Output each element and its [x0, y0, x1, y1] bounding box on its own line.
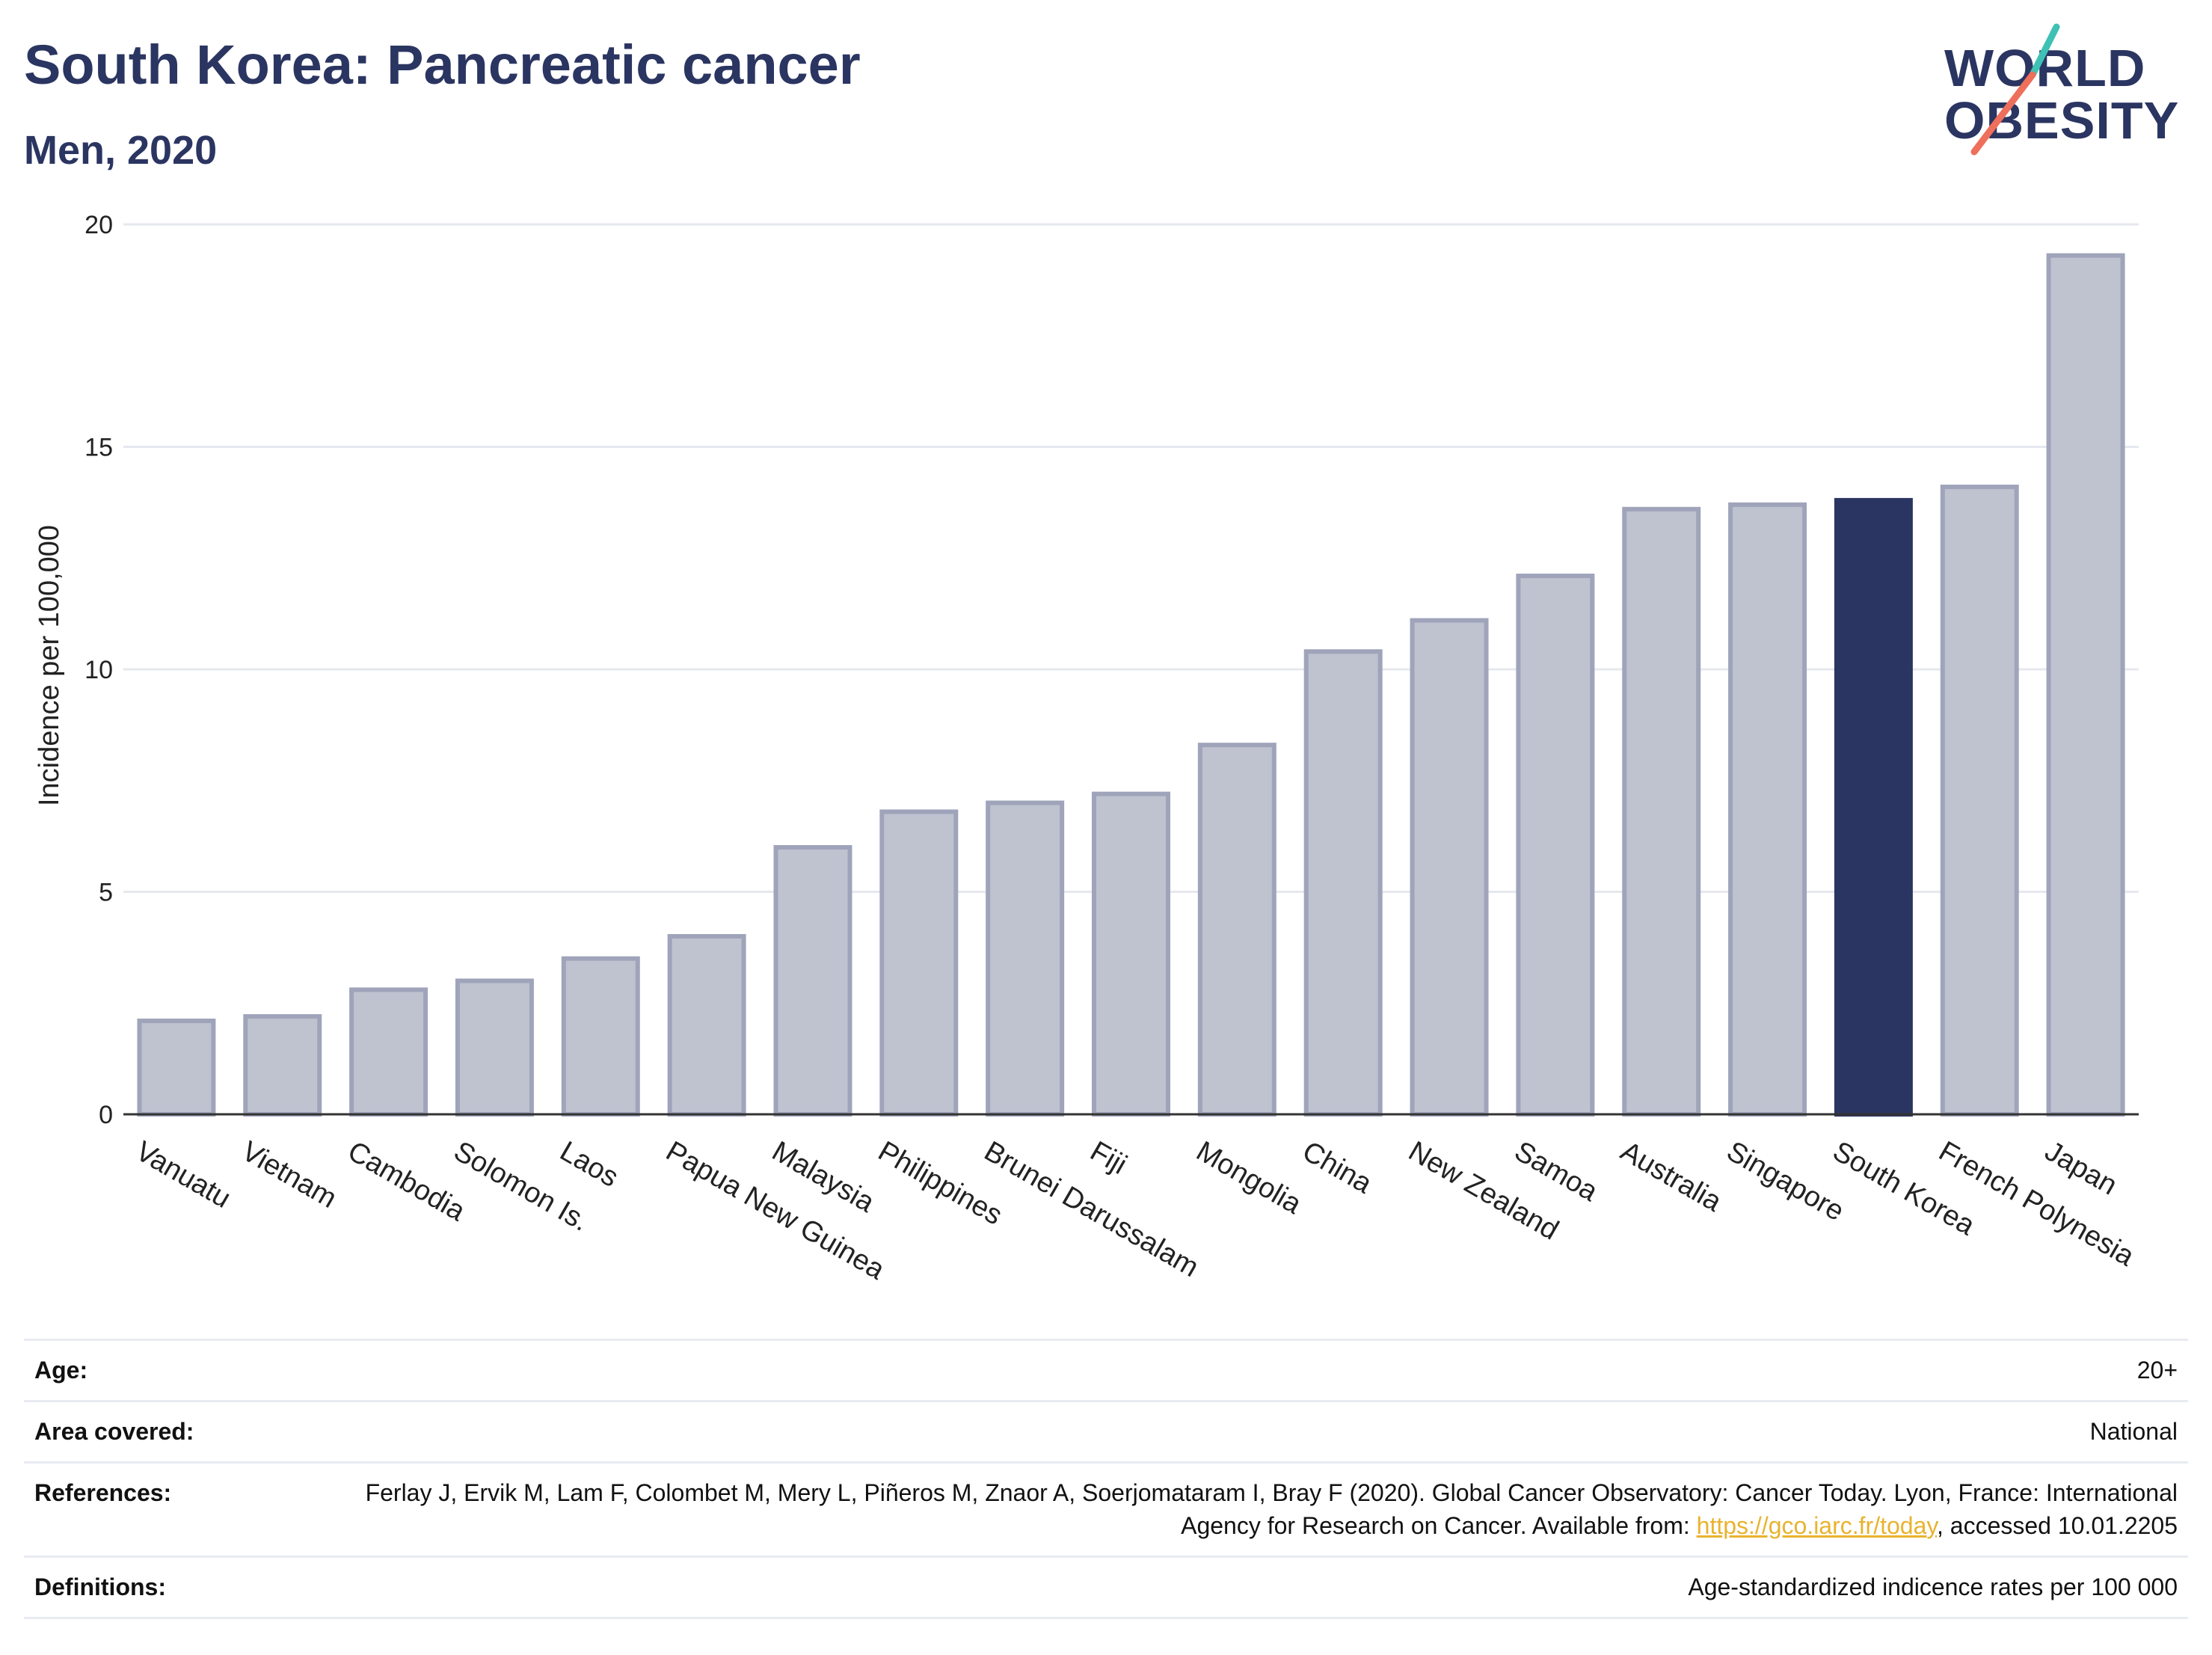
references-text: Ferlay J, Ervik M, Lam F, Colombet M, Me…: [365, 1479, 2178, 1539]
references-accessed: , accessed 10.01.2205: [1936, 1511, 2178, 1539]
logo-slash-icon: [1970, 23, 2060, 156]
chart-subtitle: Men, 2020: [24, 128, 218, 173]
meta-row-definitions: Definitions: Age-standardized indicence …: [24, 1555, 2188, 1619]
x-tick-label: Mongolia: [1191, 1135, 1307, 1220]
bar-vietnam: [243, 1014, 322, 1117]
x-tick-label: Laos: [555, 1135, 624, 1194]
chart-title: South Korea: Pancreatic cancer: [24, 34, 861, 96]
x-tick-label: Vanuatu: [130, 1135, 236, 1215]
bar-solomon-is: [455, 978, 534, 1117]
x-tick-label: Singapore: [1721, 1135, 1849, 1227]
bar-new-zealand: [1410, 618, 1489, 1117]
bar-vanuatu: [137, 1019, 216, 1117]
x-tick-label: Vietnam: [236, 1135, 342, 1215]
bar-philippines: [879, 809, 959, 1117]
bar-french-polynesia: [1940, 485, 2019, 1117]
bar-brunei-darussalam: [986, 800, 1065, 1117]
age-value: 20+: [344, 1338, 2188, 1403]
y-tick-label: 15: [85, 434, 113, 462]
bar-japan: [2046, 253, 2125, 1117]
bar-cambodia: [349, 987, 428, 1117]
bar-singapore: [1728, 502, 1807, 1117]
references-label: References:: [24, 1461, 344, 1558]
x-tick-label: Fiji: [1085, 1135, 1132, 1181]
age-label: Age:: [24, 1338, 344, 1403]
y-tick-label: 10: [85, 656, 113, 684]
meta-row-area: Area covered: National: [24, 1400, 2188, 1464]
definitions-label: Definitions:: [24, 1555, 344, 1619]
area-label: Area covered:: [24, 1400, 344, 1464]
bar-fiji: [1092, 791, 1170, 1117]
bar-papua-new-guinea: [667, 934, 746, 1117]
x-tick-label: Cambodia: [342, 1135, 471, 1227]
references-link[interactable]: https://gco.iarc.fr/today: [1696, 1511, 1937, 1539]
bars: [137, 253, 2125, 1117]
bar-australia: [1622, 506, 1701, 1117]
x-tick-label: French Polynesia: [1934, 1135, 2140, 1273]
y-tick-label: 0: [99, 1101, 113, 1129]
bar-china: [1303, 649, 1383, 1117]
y-tick-label: 20: [85, 211, 113, 239]
meta-row-references: References: Ferlay J, Ervik M, Lam F, Co…: [24, 1461, 2188, 1558]
definitions-value: Age-standardized indicence rates per 100…: [344, 1555, 2188, 1619]
metadata-table: Age: 20+ Area covered: National Referenc…: [24, 1338, 2188, 1619]
bar-malaysia: [773, 845, 852, 1117]
meta-row-age: Age: 20+: [24, 1338, 2188, 1403]
bar-laos: [561, 956, 640, 1117]
y-tick-label: 5: [99, 879, 113, 907]
references-value: Ferlay J, Ervik M, Lam F, Colombet M, Me…: [344, 1461, 2188, 1558]
x-tick-label: Japan: [2039, 1135, 2122, 1201]
area-value: National: [344, 1400, 2188, 1464]
bar-samoa: [1516, 574, 1595, 1117]
x-tick-label: Australia: [1615, 1135, 1727, 1218]
bar-mongolia: [1197, 743, 1276, 1117]
axes: 0 5 10 15 20: [85, 211, 2139, 1129]
x-tick-label: China: [1297, 1135, 1377, 1200]
y-axis-title: Incidence per 100,000: [34, 525, 65, 806]
world-obesity-logo: WORLD OBESITY: [1944, 21, 2199, 163]
bar-south-korea: [1834, 497, 1913, 1117]
